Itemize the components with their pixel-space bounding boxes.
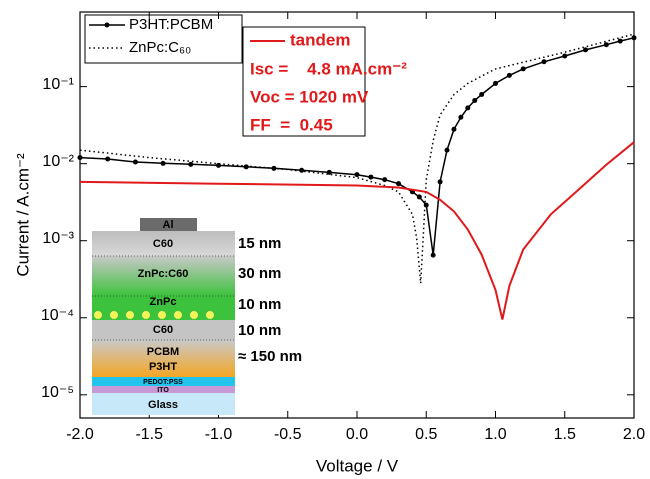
data-point <box>444 147 450 153</box>
layer-label: ZnPc <box>150 296 177 308</box>
y-tick-label: 10⁻¹ <box>42 76 74 93</box>
x-tick-label: 1.0 <box>484 426 506 443</box>
data-point <box>451 126 457 132</box>
layer-label: P3HT <box>149 361 177 373</box>
data-point <box>416 194 422 200</box>
x-tick-label: 2.0 <box>623 426 645 443</box>
y-axis-label: Current / A.cm⁻² <box>13 153 32 277</box>
layer-label: C60 <box>153 238 173 250</box>
parameter: Voc = 1020 mV <box>250 87 369 106</box>
dot <box>110 311 118 319</box>
thickness: 10 nm <box>238 322 281 339</box>
thickness: 30 nm <box>238 265 281 282</box>
layer <box>92 393 235 415</box>
layer <box>92 320 235 340</box>
data-point <box>396 181 402 187</box>
data-point <box>603 42 609 48</box>
data-point <box>583 47 589 53</box>
layer <box>92 256 235 296</box>
layer-label: ZnPc:C60 <box>138 268 189 280</box>
data-point <box>368 174 374 180</box>
dot <box>190 311 198 319</box>
data-point <box>132 159 138 165</box>
x-tick-label: -2.0 <box>66 426 94 443</box>
y-tick-label: 10⁻³ <box>42 230 74 247</box>
layer <box>92 377 235 386</box>
legend-label: ZnPc:C₆₀ <box>129 39 191 56</box>
x-axis-label: Voltage / V <box>316 456 399 475</box>
data-point <box>631 35 637 41</box>
layer-label: PCBM <box>147 346 179 358</box>
parameter-box <box>242 26 366 137</box>
layer-label: Al <box>163 219 174 231</box>
layer-label: C60 <box>153 324 173 336</box>
data-point <box>562 53 568 59</box>
parameter: Isc = 4.8 mA.cm⁻² <box>250 59 407 78</box>
series-line <box>79 141 635 320</box>
data-point <box>354 172 360 178</box>
y-tick-label: 10⁻⁵ <box>41 384 74 401</box>
layer-label: PEDOT:PSS <box>143 379 183 386</box>
data-point <box>160 160 166 166</box>
parameter: FF = 0.45 <box>250 115 333 134</box>
dot <box>126 311 134 319</box>
data-point <box>458 114 464 120</box>
data-point <box>479 92 485 98</box>
data-point <box>105 156 111 162</box>
thickness: ≈ 150 nm <box>238 348 302 365</box>
legend-label: P3HT:PCBM <box>129 16 213 33</box>
data-point <box>423 202 429 208</box>
layer-label: ITO <box>157 387 169 394</box>
x-tick-label: -1.0 <box>205 426 233 443</box>
thickness: 15 nm <box>238 235 281 252</box>
x-tick-label: 1.5 <box>554 426 576 443</box>
x-tick-label: 0.0 <box>346 426 368 443</box>
data-point <box>77 155 83 161</box>
data-point <box>188 161 194 167</box>
data-point <box>617 38 623 44</box>
dot <box>206 311 214 319</box>
layer <box>92 386 235 393</box>
x-tick-label: -1.5 <box>135 426 163 443</box>
device-stack: Al C60 ZnPc:C60 ZnPc C60 PCBM P3HT PEDOT… <box>92 218 302 415</box>
data-point <box>520 66 526 72</box>
thickness: 10 nm <box>238 296 281 313</box>
layer-label: Glass <box>148 399 178 411</box>
data-point <box>506 72 512 78</box>
data-point <box>472 98 478 104</box>
dot <box>142 311 150 319</box>
layer <box>92 340 235 377</box>
dot <box>94 311 102 319</box>
legend-swatch <box>104 22 110 28</box>
data-point <box>326 169 332 175</box>
layer <box>140 218 197 231</box>
data-point <box>437 179 443 185</box>
legend <box>84 14 243 64</box>
legend-label: tandem <box>290 30 350 49</box>
layer <box>92 231 235 256</box>
x-tick-label: -0.5 <box>274 426 302 443</box>
data-point <box>465 105 471 111</box>
y-tick-label: 10⁻² <box>42 153 74 170</box>
data-point <box>430 252 436 258</box>
series-line <box>79 37 635 256</box>
x-tick-label: 0.5 <box>415 426 437 443</box>
data-point <box>382 177 388 183</box>
dot <box>174 311 182 319</box>
y-tick-label: 10⁻⁴ <box>41 307 74 324</box>
data-point <box>493 80 498 86</box>
data-point <box>243 164 249 170</box>
data-point <box>541 59 547 65</box>
dot <box>158 311 166 319</box>
